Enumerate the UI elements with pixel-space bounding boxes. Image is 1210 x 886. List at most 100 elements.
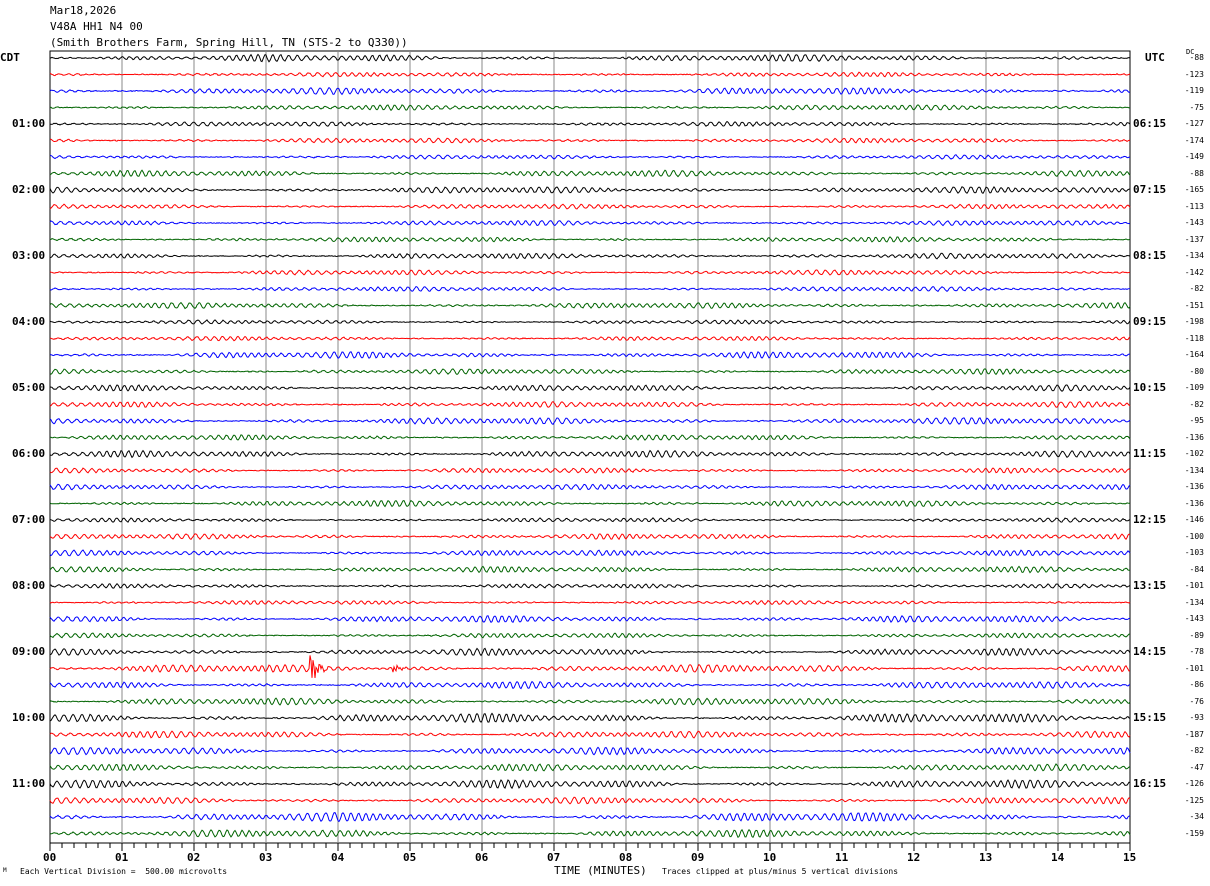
- left-zone: CDT: [0, 51, 20, 64]
- x-tick-label: 09: [691, 851, 705, 864]
- dc-offset: -137: [1184, 234, 1204, 244]
- utc-hour-label: 07:15: [1133, 183, 1167, 196]
- x-tick-label: 11: [835, 851, 849, 864]
- dc-offset: -143: [1184, 218, 1204, 227]
- trace-24: [49, 449, 1131, 459]
- x-tick-label: 04: [331, 851, 345, 864]
- dc-offset: -187: [1184, 729, 1204, 739]
- trace-37: [49, 655, 1131, 678]
- dc-offset: -119: [1184, 86, 1204, 95]
- trace-18: [49, 351, 1130, 359]
- trace-42: [49, 746, 1131, 756]
- x-tick-label: 03: [259, 851, 273, 864]
- trace-28: [49, 517, 1131, 523]
- cdt-hour-label: 11:00: [12, 777, 46, 790]
- dc-offset: -146: [1184, 515, 1204, 524]
- trace-20: [49, 384, 1131, 392]
- dc-offset: -123: [1184, 69, 1204, 79]
- trace-32: [49, 582, 1131, 589]
- dc-offset: -102: [1184, 449, 1204, 458]
- station: (Smith Brothers Farm, Spring Hill, TN (S…: [50, 36, 408, 49]
- trace-13: [49, 269, 1131, 276]
- utc-hour-label: 11:15: [1133, 447, 1167, 460]
- trace-40: [49, 712, 1131, 724]
- trace-7: [49, 169, 1131, 178]
- x-tick-label: 02: [187, 851, 201, 864]
- utc-hour-label: 10:15: [1133, 381, 1167, 394]
- dc-offset: -84: [1189, 564, 1204, 574]
- trace-22: [49, 416, 1131, 425]
- trace-3: [49, 104, 1131, 112]
- dc-offset: -76: [1189, 696, 1204, 706]
- utc-hour-label: 12:15: [1133, 513, 1167, 526]
- trace-21: [49, 400, 1131, 409]
- dc-label: DC: [1186, 48, 1195, 56]
- dc-offset: -142: [1184, 267, 1204, 277]
- cdt-hour-label: 09:00: [12, 645, 46, 658]
- trace-1: [49, 71, 1131, 78]
- plot-frame: [49, 50, 1131, 844]
- trace-29: [49, 533, 1131, 541]
- dc-offset: -134: [1184, 597, 1204, 607]
- trace-25: [49, 467, 1131, 474]
- dc-offset: -109: [1184, 383, 1204, 392]
- utc-hour-label: 14:15: [1133, 645, 1167, 658]
- dc-offset: -103: [1184, 548, 1204, 557]
- trace-45: [49, 796, 1131, 805]
- x-tick-label: 07: [547, 851, 561, 864]
- trace-19: [49, 368, 1131, 376]
- trace-14: [49, 286, 1131, 293]
- cdt-hour-label: 03:00: [12, 249, 46, 262]
- dc-offset: -113: [1184, 201, 1204, 211]
- x-tick-label: 13: [979, 851, 993, 864]
- trace-38: [49, 680, 1131, 690]
- dc-offset: -101: [1184, 581, 1204, 590]
- x-tick-label: 14: [1051, 851, 1065, 864]
- dc-offset: -127: [1184, 119, 1204, 128]
- x-tick-label: 00: [43, 851, 57, 864]
- trace-41: [49, 730, 1131, 739]
- trace-9: [49, 203, 1131, 210]
- clip-note: Traces clipped at plus/minus 5 vertical …: [662, 867, 899, 876]
- dc-offset: -164: [1184, 350, 1204, 359]
- x-tick-label: 06: [475, 851, 489, 864]
- trace-44: [49, 779, 1131, 790]
- dc-offset: -88: [1189, 53, 1204, 62]
- x-tick-label: 12: [907, 851, 921, 864]
- trace-15: [49, 301, 1131, 310]
- trace-6: [49, 154, 1130, 160]
- trace-12: [49, 252, 1131, 260]
- trace-4: [50, 120, 1131, 127]
- cdt-hour-label: 04:00: [12, 315, 46, 328]
- x-axis-label: TIME (MINUTES): [554, 864, 647, 877]
- trace-0: [49, 53, 1131, 63]
- right-zone: UTC: [1145, 51, 1165, 64]
- dc-offset: -82: [1189, 399, 1204, 409]
- dc-offset: -134: [1184, 251, 1204, 260]
- trace-11: [49, 236, 1131, 243]
- utc-hour-label: 13:15: [1133, 579, 1167, 592]
- dc-offset: -134: [1184, 465, 1204, 475]
- utc-hour-label: 16:15: [1133, 777, 1167, 790]
- dc-offset: -78: [1189, 647, 1204, 656]
- dc-offset: -151: [1184, 300, 1204, 310]
- dc-offset: -93: [1189, 713, 1204, 722]
- x-tick-label: 05: [403, 851, 417, 864]
- cdt-hour-label: 06:00: [12, 447, 46, 460]
- dc-offset: -136: [1184, 432, 1204, 442]
- dc-offset: -82: [1189, 746, 1204, 755]
- dc-offset: -118: [1184, 333, 1204, 343]
- utc-hour-label: 08:15: [1133, 249, 1167, 262]
- trace-30: [49, 549, 1131, 557]
- dc-offset: -198: [1184, 317, 1204, 326]
- trace-27: [49, 499, 1131, 508]
- trace-16: [49, 319, 1131, 325]
- x-tick-label: 08: [619, 851, 633, 864]
- trace-33: [49, 599, 1131, 606]
- dc-offset: -165: [1184, 185, 1204, 194]
- dc-offset: -95: [1189, 416, 1204, 425]
- cdt-hour-label: 07:00: [12, 513, 46, 526]
- dc-offset: -125: [1184, 795, 1204, 805]
- trace-39: [49, 697, 1131, 706]
